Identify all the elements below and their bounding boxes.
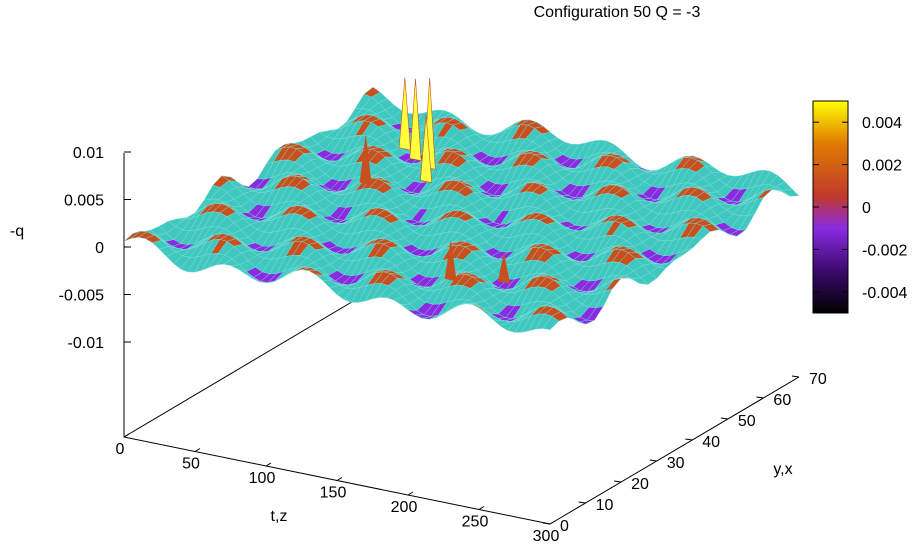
back-axis xyxy=(123,289,373,438)
y-tick-mark xyxy=(756,396,764,399)
y-tick-mark xyxy=(649,459,657,462)
z-tick-label: 0.01 xyxy=(73,145,104,162)
colorbar-tick-label: -0.004 xyxy=(862,285,907,302)
colorbar-tick-label: 0 xyxy=(862,200,871,217)
x-tick-mark xyxy=(407,491,414,496)
x-tick-label: 150 xyxy=(320,485,347,502)
surface-peak xyxy=(444,241,457,282)
surface-peaks xyxy=(359,77,511,284)
x-tick-mark xyxy=(265,462,272,467)
surface-peak xyxy=(497,253,511,284)
z-axis-label: -q xyxy=(10,223,24,240)
surface-mesh xyxy=(123,86,800,333)
y-ticks: 0 10 20 30 40 50 60 70 xyxy=(542,371,827,535)
colorbar-tick-label: 0.004 xyxy=(862,115,902,132)
y-tick-label: 70 xyxy=(809,371,827,388)
y-tick-mark xyxy=(720,417,728,420)
y-tick-label: 20 xyxy=(631,476,649,493)
x-tick-mark xyxy=(549,520,556,525)
y-tick-label: 10 xyxy=(596,497,614,514)
y-tick-mark xyxy=(791,375,800,378)
x-tick-mark xyxy=(478,506,485,510)
x-tick-label: 50 xyxy=(182,456,200,473)
y-tick-label: 40 xyxy=(702,434,720,451)
y-tick-mark xyxy=(685,438,693,441)
x-tick-mark xyxy=(194,448,201,452)
y-tick-label: 30 xyxy=(667,455,685,472)
y-tick-label: 50 xyxy=(738,413,756,430)
z-tick-label: 0 xyxy=(95,240,104,257)
surface-peak xyxy=(409,78,422,162)
colorbar-tick-label: -0.002 xyxy=(862,242,907,259)
z-tick-label: -0.01 xyxy=(68,335,105,352)
y-tick-mark xyxy=(614,480,622,483)
x-tick-label: 0 xyxy=(116,441,125,458)
x-tick-label: 300 xyxy=(533,528,560,545)
x-tick-mark xyxy=(123,433,130,438)
chart-title: Configuration 50 Q = -3 xyxy=(534,4,701,21)
surface-peak xyxy=(420,114,433,184)
y-axis-label: y,x xyxy=(773,461,792,478)
z-ticks: 0.01 0.005 0 -0.005 -0.01 xyxy=(59,145,131,352)
surface-cell xyxy=(542,315,560,330)
surface-peak xyxy=(359,135,372,185)
y-tick-label: 60 xyxy=(773,392,791,409)
y-tick-label: 0 xyxy=(560,518,569,535)
x-tick-label: 250 xyxy=(462,514,489,531)
z-tick-label: 0.005 xyxy=(64,193,104,210)
x-tick-label: 200 xyxy=(391,499,418,516)
y-axis xyxy=(549,376,800,525)
x-axis-label: t,z xyxy=(271,508,288,525)
x-ticks: 0 50 100 150 200 250 300 xyxy=(116,433,560,545)
surface-peak xyxy=(398,77,411,151)
x-tick-mark xyxy=(336,477,343,481)
colorbar-tick-label: 0.002 xyxy=(862,158,902,175)
x-tick-label: 100 xyxy=(249,470,276,487)
z-tick-label: -0.005 xyxy=(59,288,104,305)
y-tick-mark xyxy=(578,501,586,504)
colorbar-ticks: 0.004 0.002 0 -0.002 -0.004 xyxy=(813,115,907,302)
y-tick-mark xyxy=(542,522,551,525)
